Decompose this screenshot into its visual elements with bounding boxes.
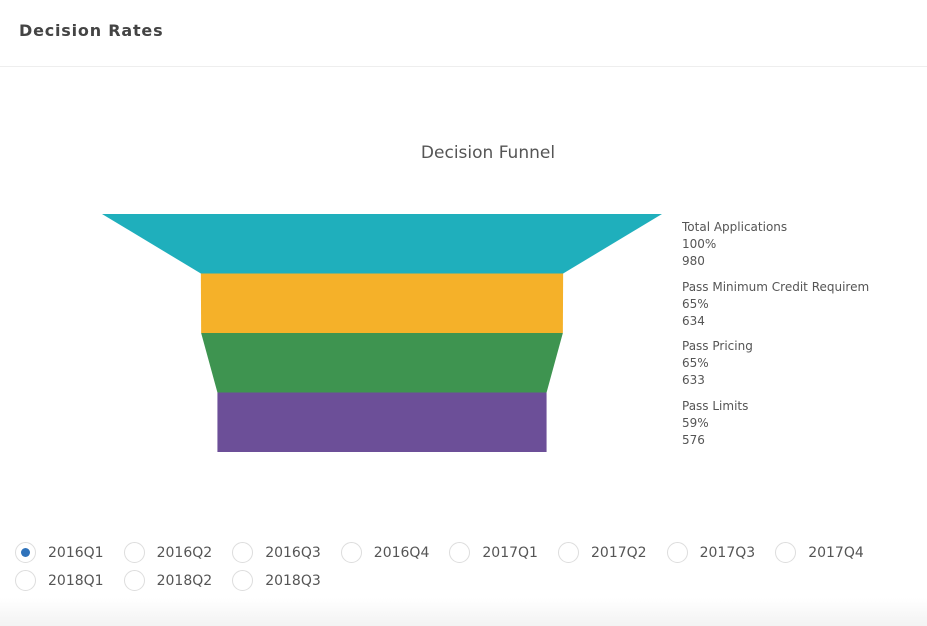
footer-shadow — [0, 598, 927, 626]
funnel-label: Pass Pricing 65% 633 — [682, 338, 882, 389]
period-radio-2016Q1[interactable]: 2016Q1 — [15, 542, 104, 563]
radio-label: 2017Q2 — [591, 544, 647, 561]
period-radio-2017Q3[interactable]: 2017Q3 — [666, 542, 756, 563]
funnel-label: Pass Minimum Credit Requirem 65% 634 — [682, 279, 882, 330]
funnel-label-value: 634 — [682, 313, 705, 328]
funnel-label-percent: 65% — [682, 356, 709, 370]
period-radio-2018Q2[interactable]: 2018Q2 — [123, 570, 213, 591]
period-radio-2016Q2[interactable]: 2016Q2 — [123, 542, 213, 563]
period-radio-2017Q2[interactable]: 2017Q2 — [558, 542, 647, 563]
period-radio-2018Q3[interactable]: 2018Q3 — [232, 570, 321, 591]
radio-circle[interactable] — [232, 542, 254, 563]
radio-circle[interactable] — [123, 570, 145, 591]
funnel-label-percent: 59% — [682, 415, 709, 430]
funnel-label-value: 633 — [682, 373, 705, 387]
radio-circle[interactable] — [449, 542, 471, 563]
radio-circle[interactable] — [15, 542, 36, 563]
period-radio-2017Q1[interactable]: 2017Q1 — [449, 542, 538, 563]
funnel-segment — [102, 214, 662, 274]
radio-circle[interactable] — [340, 542, 362, 563]
panel-header: Decision Rates — [0, 0, 927, 67]
radio-circle[interactable] — [232, 570, 254, 591]
funnel-label-value: 576 — [682, 432, 705, 447]
funnel-label-label: Pass Limits — [682, 398, 749, 413]
period-radio-2016Q3[interactable]: 2016Q3 — [232, 542, 321, 563]
period-radio-2018Q1[interactable]: 2018Q1 — [15, 570, 104, 591]
radio-label: 2016Q1 — [48, 544, 104, 561]
radio-label: 2017Q3 — [699, 544, 756, 561]
radio-label: 2016Q3 — [265, 544, 321, 561]
radio-label: 2018Q2 — [156, 572, 213, 589]
funnel-segment — [200, 273, 564, 333]
radio-label: 2017Q1 — [482, 544, 538, 561]
funnel-label-percent: 65% — [682, 296, 709, 311]
funnel-label: Total Applications 100% 980 — [682, 219, 882, 270]
funnel-label-label: Pass Minimum Credit Requirem — [682, 279, 870, 294]
radio-circle[interactable] — [558, 542, 579, 563]
radio-circle[interactable] — [775, 542, 797, 563]
radio-circle[interactable] — [666, 542, 688, 563]
funnel-label-label: Total Applications — [682, 220, 788, 234]
radio-circle[interactable] — [15, 570, 36, 591]
funnel-label: Pass Limits 59% 576 — [682, 398, 882, 449]
chart-title: Decision Funnel — [420, 143, 556, 163]
funnel-label-label: Pass Pricing — [682, 339, 753, 353]
period-radio-2017Q4[interactable]: 2017Q4 — [775, 542, 864, 563]
radio-label: 2017Q4 — [808, 544, 864, 561]
radio-selected-dot — [21, 548, 30, 557]
period-radio-2016Q4[interactable]: 2016Q4 — [340, 542, 430, 563]
panel-title: Decision Rates — [19, 21, 164, 40]
funnel-label-value: 980 — [682, 254, 705, 268]
funnel-label-percent: 100% — [682, 237, 717, 251]
radio-label: 2016Q4 — [373, 544, 430, 561]
funnel-segment — [201, 333, 563, 393]
radio-label: 2016Q2 — [156, 544, 213, 561]
radio-label: 2018Q1 — [48, 572, 104, 589]
radio-label: 2018Q3 — [265, 572, 321, 589]
radio-circle[interactable] — [123, 542, 145, 563]
funnel-segment — [217, 392, 547, 452]
